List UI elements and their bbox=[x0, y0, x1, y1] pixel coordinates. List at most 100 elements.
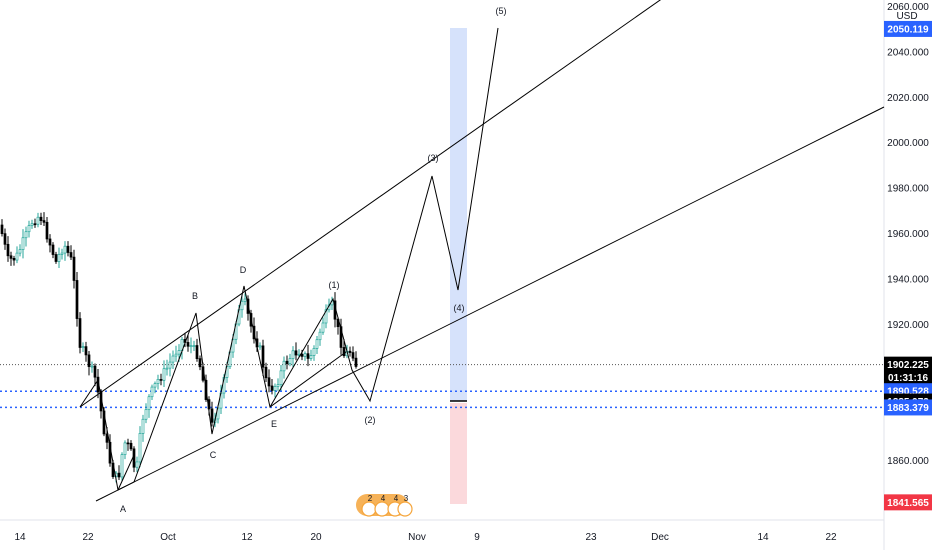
candle-body bbox=[57, 254, 61, 262]
candle-body bbox=[141, 418, 145, 434]
candle-body bbox=[84, 346, 88, 356]
candle-body bbox=[288, 358, 292, 365]
time-tick-label: Dec bbox=[651, 532, 669, 543]
plot-area[interactable] bbox=[0, 0, 884, 520]
candle-body bbox=[303, 353, 307, 357]
time-tick-label: Oct bbox=[160, 532, 176, 543]
time-tick-label: 22 bbox=[825, 532, 837, 543]
price-tick-label: 1980.000 bbox=[887, 184, 929, 195]
wave-label: E bbox=[271, 419, 277, 429]
candle-body bbox=[150, 386, 154, 398]
candle-body bbox=[354, 357, 358, 367]
candle-body bbox=[33, 223, 37, 226]
candle-body bbox=[231, 338, 235, 353]
wave-label: (3) bbox=[428, 153, 439, 163]
price-label-box bbox=[884, 356, 932, 373]
candle-body bbox=[132, 448, 136, 468]
candle-body bbox=[66, 245, 70, 253]
candle-body bbox=[318, 331, 322, 341]
candle-body bbox=[105, 433, 109, 443]
position-tool-layer bbox=[450, 28, 467, 504]
price-tick-label: 1940.000 bbox=[887, 274, 929, 285]
wave-label: D bbox=[240, 265, 247, 275]
candle-body bbox=[144, 409, 148, 420]
time-tick-label: 22 bbox=[82, 532, 94, 543]
candle-body bbox=[21, 237, 25, 250]
candle-body bbox=[324, 309, 328, 324]
price-axis-background[interactable] bbox=[884, 0, 932, 550]
candle-body bbox=[54, 254, 58, 262]
candle-body bbox=[117, 472, 121, 478]
price-label-text: 2050.119 bbox=[887, 24, 929, 35]
price-label-box bbox=[884, 399, 932, 416]
candle-body bbox=[48, 238, 52, 246]
candle-body bbox=[285, 360, 289, 365]
candle-body bbox=[162, 368, 166, 381]
candle-body bbox=[171, 355, 175, 363]
event-badge-count: 4 bbox=[394, 494, 399, 503]
price-labels-layer: 2050.1191902.22501:31:161890.5281885.973… bbox=[884, 20, 932, 511]
candle-body bbox=[321, 322, 325, 333]
candle-body bbox=[240, 300, 244, 311]
stop-zone bbox=[450, 403, 467, 504]
wave-label: (5) bbox=[496, 6, 507, 16]
candle-body bbox=[42, 220, 46, 223]
currency-label[interactable]: USD bbox=[896, 11, 917, 22]
candle-body bbox=[72, 256, 76, 281]
price-label-text: 1890.528 bbox=[887, 387, 929, 398]
candle-body bbox=[270, 385, 274, 391]
candle-body bbox=[174, 353, 178, 357]
impulse-wave-path bbox=[269, 27, 499, 408]
event-badge-icon bbox=[374, 501, 390, 517]
event-badge-icon bbox=[397, 501, 413, 517]
candle-body bbox=[138, 433, 142, 463]
candle-body bbox=[315, 339, 319, 349]
candle-body bbox=[342, 347, 346, 357]
candle-body bbox=[186, 342, 190, 347]
candle-body bbox=[210, 408, 214, 423]
price-label-text: 1841.565 bbox=[887, 498, 929, 509]
wave-label: B bbox=[192, 291, 198, 301]
time-tick-label: 23 bbox=[585, 532, 597, 543]
candle-body bbox=[24, 231, 28, 239]
event-badge-count: 2 bbox=[368, 494, 373, 503]
price-tick-label: 2040.000 bbox=[887, 47, 929, 58]
event-badge-count: 4 bbox=[381, 494, 386, 503]
candle-body bbox=[81, 346, 85, 348]
wave-a-leg bbox=[117, 454, 135, 491]
candle-body bbox=[159, 379, 163, 381]
price-tick-label: 1920.000 bbox=[887, 320, 929, 331]
time-tick-label: Nov bbox=[408, 532, 426, 543]
price-axis-ticks: 2060.000 2040.000 2020.000 2000.000 1980.000… bbox=[887, 2, 929, 467]
price-tick-label: 1860.000 bbox=[887, 456, 929, 467]
candle-body bbox=[87, 354, 91, 367]
candle-body bbox=[30, 223, 34, 226]
candle-body bbox=[6, 243, 10, 257]
price-label-text: 01:31:16 bbox=[888, 373, 928, 384]
wave-label: (1) bbox=[329, 280, 340, 290]
time-axis-ticks: 14 22 Oct 12 20 Nov 9 23 Dec 14 22 bbox=[14, 532, 837, 543]
candle-body bbox=[267, 377, 271, 387]
time-tick-label: 9 bbox=[474, 532, 480, 543]
target-zone bbox=[450, 28, 467, 401]
price-label-box bbox=[884, 20, 932, 37]
event-badge-icon bbox=[361, 501, 377, 517]
horizontal-lines-layer bbox=[0, 364, 884, 409]
candle-body bbox=[126, 442, 130, 445]
price-tick-label: 2060.000 bbox=[887, 2, 929, 13]
candle-body bbox=[312, 348, 316, 356]
price-label-box bbox=[884, 494, 932, 511]
candle-body bbox=[300, 353, 304, 357]
candle-body bbox=[12, 258, 16, 261]
candle-body bbox=[261, 345, 265, 368]
candle-body bbox=[294, 350, 298, 356]
time-tick-label: 12 bbox=[241, 532, 253, 543]
candle-body bbox=[129, 442, 133, 450]
time-tick-label: 20 bbox=[310, 532, 322, 543]
candle-body bbox=[348, 350, 352, 353]
candles-layer bbox=[0, 212, 358, 483]
candle-body bbox=[195, 345, 199, 360]
